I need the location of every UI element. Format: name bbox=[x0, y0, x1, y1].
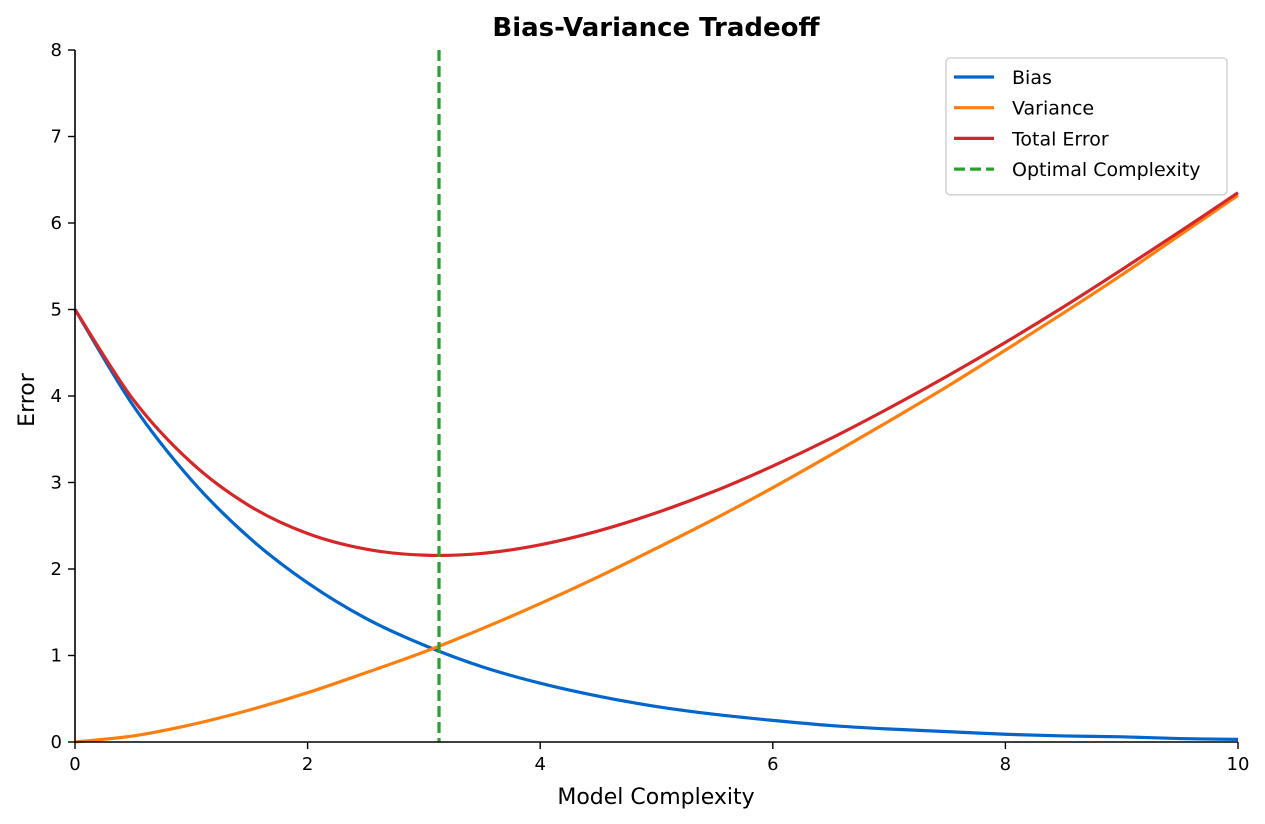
x-tick-label: 10 bbox=[1227, 754, 1250, 775]
plot-lines bbox=[73, 50, 1239, 744]
y-tick-label: 4 bbox=[51, 386, 62, 407]
series-line-variance bbox=[74, 193, 1239, 744]
chart-title: Bias-Variance Tradeoff bbox=[492, 13, 820, 43]
legend-label-optimal-complexity: Optimal Complexity bbox=[1012, 159, 1201, 181]
y-tick-label: 1 bbox=[51, 646, 62, 667]
series-line-total-error bbox=[73, 191, 1239, 558]
legend-label-variance: Variance bbox=[1012, 98, 1094, 120]
y-tick-label: 0 bbox=[51, 732, 62, 753]
legend-frame bbox=[945, 57, 1228, 196]
x-axis-ticks: 0 2 4 6 8 10 bbox=[69, 742, 1249, 775]
y-tick-label: 6 bbox=[51, 213, 62, 234]
y-tick-label: 2 bbox=[51, 559, 62, 580]
y-tick-label: 7 bbox=[51, 127, 62, 148]
x-tick-label: 2 bbox=[302, 754, 313, 775]
x-tick-label: 4 bbox=[534, 754, 545, 775]
legend: Bias Variance Total Error Optimal Complexit… bbox=[945, 57, 1228, 196]
series-line-bias bbox=[73, 308, 1239, 741]
x-tick-label: 0 bbox=[69, 754, 80, 775]
y-tick-label: 8 bbox=[51, 40, 62, 61]
x-tick-label: 8 bbox=[1000, 754, 1011, 775]
x-tick-label: 6 bbox=[767, 754, 778, 775]
legend-label-total-error: Total Error bbox=[1011, 128, 1109, 150]
legend-label-bias: Bias bbox=[1012, 67, 1052, 89]
y-axis-label: Error bbox=[15, 372, 40, 427]
y-axis-ticks: 0 1 2 3 4 5 6 7 8 bbox=[51, 40, 75, 753]
y-tick-label: 5 bbox=[51, 300, 62, 321]
x-axis-label: Model Complexity bbox=[557, 785, 754, 810]
y-tick-label: 3 bbox=[51, 473, 62, 494]
